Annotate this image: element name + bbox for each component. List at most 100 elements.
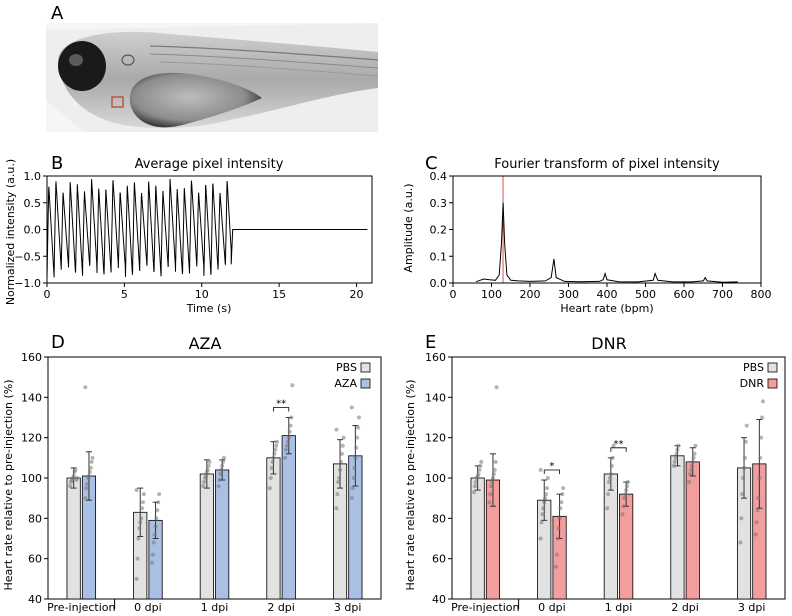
data-point-d — [154, 516, 159, 521]
y-tick-label-b: −0.5 — [14, 250, 41, 263]
x-tick-label-c: 800 — [751, 288, 772, 301]
data-point-d — [356, 425, 361, 430]
bar-pbs-d — [266, 457, 281, 600]
data-point-e — [542, 500, 547, 505]
panel-label-e: E — [425, 332, 436, 353]
x-tick-label-e: 3 dpi — [738, 601, 766, 614]
data-point-d — [268, 476, 273, 480]
data-point-d — [219, 467, 224, 472]
legend-swatch-aza-d — [360, 378, 371, 389]
data-point-d — [71, 473, 76, 478]
x-axis-label-b: Time (s) — [186, 302, 232, 315]
data-point-e — [609, 463, 614, 468]
data-point-e — [543, 496, 548, 501]
legend-label-pbs-e: PBS — [743, 361, 764, 374]
data-point-e — [557, 516, 562, 521]
x-tick-label-d: 1 dpi — [201, 601, 229, 614]
data-point-d — [206, 463, 211, 468]
data-point-d — [221, 459, 226, 464]
data-point-e — [624, 488, 629, 493]
data-point-d — [137, 526, 142, 531]
data-point-e — [741, 476, 746, 480]
y-tick-label-b: 1.0 — [24, 170, 42, 183]
data-point-e — [693, 443, 698, 448]
data-point-d — [152, 532, 157, 537]
y-axis-label-c: Amplitude (a.u.) — [402, 183, 415, 272]
data-point-e — [606, 492, 611, 497]
y-tick-label-e: 60 — [432, 553, 446, 566]
data-point-d — [87, 469, 92, 474]
significance-bracket-e — [543, 469, 560, 475]
bar-pbs-e — [470, 477, 485, 600]
data-point-d — [138, 520, 143, 525]
x-tick-label-c: 600 — [674, 288, 695, 301]
x-tick-label-d: 2 dpi — [267, 601, 295, 614]
x-tick-label-b: 10 — [195, 288, 209, 301]
y-axis-label-b: Normalized intensity (a.u.) — [4, 159, 17, 305]
data-point-d — [349, 496, 354, 501]
data-point-e — [688, 471, 693, 476]
plot-frame-b — [46, 175, 373, 284]
data-point-e — [688, 467, 693, 472]
bar-pbs-e — [603, 473, 618, 600]
data-point-d — [68, 484, 73, 489]
data-point-d — [89, 459, 94, 464]
data-point-d — [336, 480, 341, 485]
bar-plot-d: 40 60 80 100 120 140 160 Pre-injection 0 dpi 1 dp… — [21, 351, 382, 614]
data-point-e — [472, 490, 477, 495]
data-point-d — [273, 447, 278, 452]
x-tick-label-e: Pre-injection — [451, 601, 519, 614]
x-tick-label-e: 2 dpi — [671, 601, 699, 614]
bar-pbs-e — [670, 455, 685, 600]
data-point-e — [476, 471, 481, 476]
y-tick-label-e: 100 — [425, 472, 446, 485]
data-point-d — [202, 480, 207, 485]
data-point-e — [493, 459, 498, 464]
data-point-d — [284, 443, 289, 448]
data-point-d — [287, 429, 292, 434]
data-point-e — [607, 476, 612, 480]
myotome-line-2 — [159, 61, 379, 77]
data-point-d — [75, 476, 80, 480]
data-point-e — [544, 486, 549, 491]
data-point-d — [84, 486, 89, 491]
data-point-d — [221, 455, 226, 460]
significance-bracket-d — [273, 407, 290, 412]
y-tick-label-c: 0.0 — [430, 277, 448, 290]
data-point-e — [607, 480, 612, 485]
plot-frame-e — [451, 356, 786, 600]
data-point-d — [349, 405, 354, 410]
data-point-d — [337, 476, 342, 480]
data-point-d — [283, 455, 288, 460]
y-tick-label-b: 0.5 — [24, 197, 42, 210]
data-point-d — [285, 439, 290, 444]
data-point-e — [672, 459, 677, 464]
data-point-d — [155, 508, 160, 513]
data-point-e — [489, 484, 494, 489]
y-tick-label-d: 40 — [28, 593, 42, 606]
data-point-e — [605, 506, 610, 511]
panel-d: D AZA Heart rate relative to pre-injecti… — [2, 332, 382, 614]
panel-label-a: A — [51, 3, 64, 24]
signal-line-b — [46, 178, 368, 278]
data-point-e — [554, 552, 559, 557]
data-point-d — [149, 560, 154, 565]
data-point-d — [334, 427, 339, 432]
panel-e: E DNR Heart rate relative to pre-injecti… — [404, 332, 786, 614]
data-point-d — [355, 435, 360, 440]
y-tick-label-c: 0.3 — [430, 197, 448, 210]
yolk-sac — [129, 72, 262, 128]
data-point-e — [490, 480, 495, 485]
x-tick-label-c: 700 — [712, 288, 733, 301]
data-point-e — [756, 496, 761, 501]
x-tick-label-d: 0 dpi — [134, 601, 162, 614]
x-tick-label-c: 500 — [635, 288, 656, 301]
data-point-d — [134, 488, 139, 493]
legend-label-pbs-d: PBS — [336, 361, 357, 374]
data-point-e — [753, 532, 758, 537]
data-point-d — [288, 423, 293, 428]
data-point-e — [553, 564, 558, 569]
y-tick-label-c: 0.4 — [430, 170, 448, 183]
data-point-d — [351, 476, 356, 480]
data-point-d — [272, 451, 277, 456]
